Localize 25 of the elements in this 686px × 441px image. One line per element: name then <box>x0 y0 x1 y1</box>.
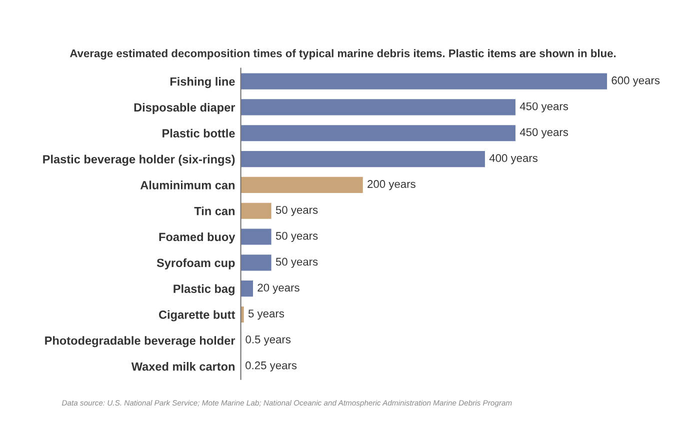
y-tick-label: Plastic bottle <box>162 128 235 138</box>
data-label: 450 years <box>520 128 568 138</box>
y-tick-label: Aluminimum can <box>140 180 234 190</box>
y-tick-label: Plastic bag <box>174 284 234 296</box>
y-tick-label: Foamed buoy <box>159 232 236 244</box>
y-tick-label: Fishing line <box>170 77 235 88</box>
data-label: 20 years <box>258 284 300 294</box>
data-label: 0.25 years <box>246 361 297 372</box>
data-label: 600 years <box>612 76 660 86</box>
chart-title: Average estimated decomposition times of typical marine debris items. Plastic items are shown in blue. <box>70 49 616 60</box>
y-tick-label: Tin can <box>194 206 235 216</box>
y-tick-label: Waxed milk carton <box>131 362 235 371</box>
data-label: 400 years <box>489 154 538 164</box>
data-label: 200 years <box>368 180 416 190</box>
y-tick-label: Cigarette butt <box>158 310 236 322</box>
data-label: 50 years <box>276 206 318 216</box>
y-tick-label: Disposable diaper <box>134 102 236 114</box>
y-tick-label: Syrofoam cup <box>156 258 235 270</box>
data-label: 50 years <box>276 232 318 242</box>
data-label: 0.5 years <box>246 336 291 346</box>
y-tick-label: Photodegradable beverage holder <box>45 336 236 348</box>
data-label: 450 years <box>520 102 568 112</box>
y-tick-label: Plastic beverage holder (six-rings) <box>43 154 235 166</box>
data-label: 50 years <box>276 258 318 268</box>
data-label: 5 years <box>248 310 284 320</box>
